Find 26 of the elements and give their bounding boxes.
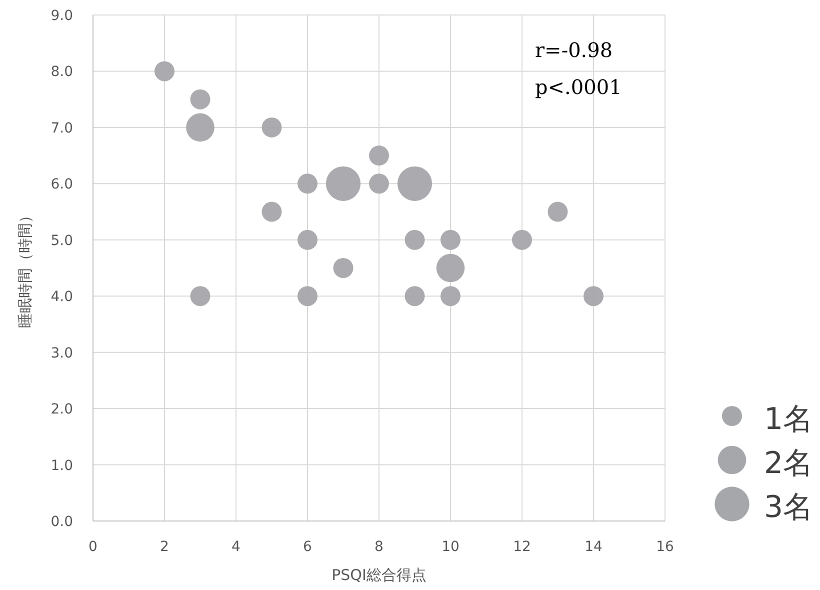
annotation: p<.0001 <box>535 75 622 99</box>
y-tick-label: 2.0 <box>50 402 73 418</box>
x-tick-label: 0 <box>88 539 98 555</box>
x-tick-label: 6 <box>303 539 312 555</box>
y-tick-label: 7.0 <box>50 120 73 136</box>
y-tick-label: 3.0 <box>50 345 73 362</box>
legend-label: 1名 <box>764 402 814 437</box>
x-tick-label: 4 <box>232 539 241 555</box>
y-tick-label: 0.0 <box>50 514 73 530</box>
x-tick-label: 16 <box>656 539 674 555</box>
y-tick-label: 4.0 <box>50 289 73 306</box>
y-tick-label: 5.0 <box>50 232 73 249</box>
x-axis-title: PSQI総合得点 <box>332 566 426 584</box>
x-tick-label: 12 <box>513 539 531 555</box>
y-tick-label: 8.0 <box>50 64 73 80</box>
y-tick-label: 6.0 <box>50 176 73 193</box>
y-axis-title: 睡眠時間（時間） <box>16 208 34 328</box>
legend-label: 3名 <box>764 490 814 525</box>
y-tick-label: 1.0 <box>50 458 73 474</box>
x-tick-label: 8 <box>374 539 384 555</box>
x-tick-label: 10 <box>442 539 460 555</box>
x-tick-label: 2 <box>160 539 169 555</box>
x-tick-label: 14 <box>584 539 602 555</box>
legend-label: 2名 <box>764 446 814 481</box>
y-tick-label: 9.0 <box>50 8 73 24</box>
annotation: r=-0.98 <box>535 38 613 62</box>
